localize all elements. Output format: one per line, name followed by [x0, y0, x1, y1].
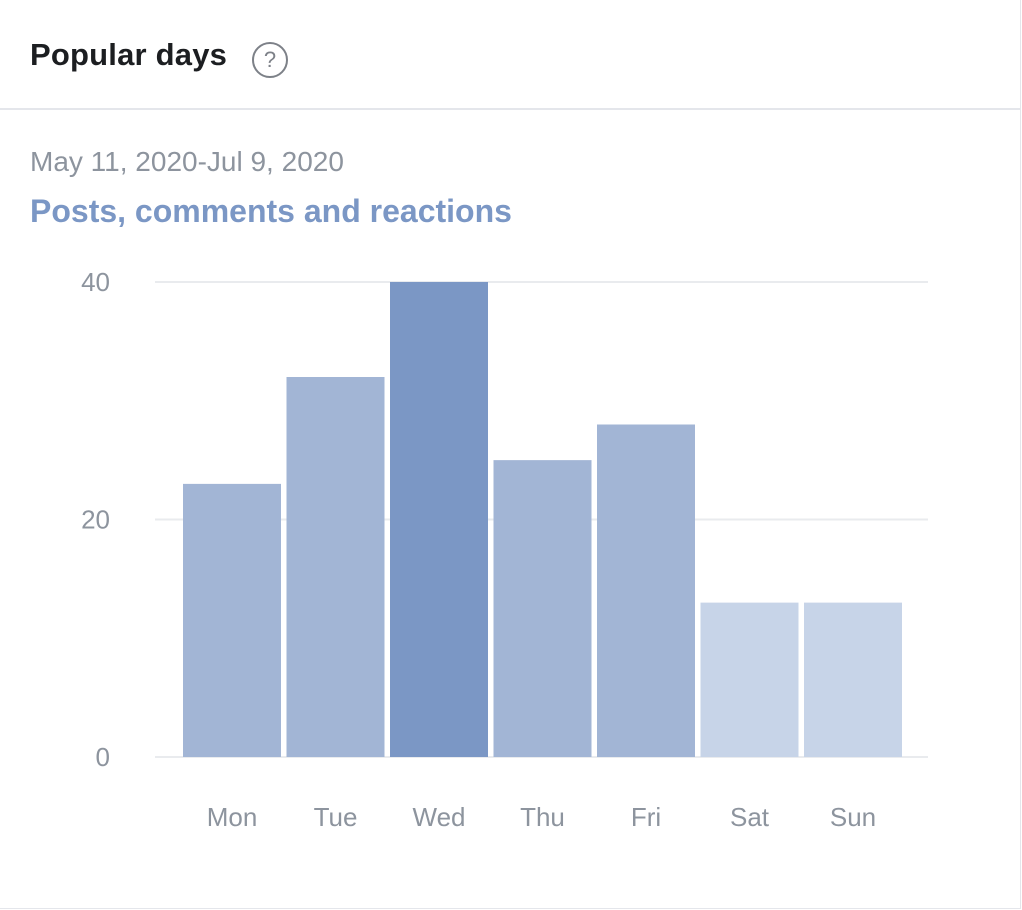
bar-sun[interactable] [804, 602, 902, 757]
y-tick-label-20: 20 [81, 505, 110, 535]
bar-tue[interactable] [286, 377, 385, 757]
x-category-label-mon: Mon [207, 802, 258, 832]
metric-label: Posts, comments and reactions [30, 193, 512, 229]
question-circle-icon[interactable]: ? [252, 42, 288, 78]
x-category-label-wed: Wed [413, 802, 466, 832]
card-header: Popular days ? [0, 0, 1020, 110]
bar-fri[interactable] [597, 424, 695, 758]
bars [183, 282, 902, 757]
x-category-label-sat: Sat [730, 802, 770, 832]
y-axis-tick-labels: 0 20 40 [81, 267, 110, 772]
x-category-label-fri: Fri [631, 802, 661, 832]
bar-thu[interactable] [493, 460, 592, 757]
date-range: May 11, 2020-Jul 9, 2020 [30, 146, 344, 177]
x-category-label-sun: Sun [830, 802, 876, 832]
x-axis-category-labels: Mon Tue Wed Thu Fri Sat Sun [207, 802, 876, 832]
card-title: Popular days [30, 37, 228, 72]
x-category-label-thu: Thu [520, 802, 565, 832]
bar-sat[interactable] [700, 602, 799, 757]
x-category-label-tue: Tue [314, 802, 358, 832]
bar-mon[interactable] [183, 483, 281, 757]
y-tick-label-0: 0 [96, 742, 110, 772]
bar-wed[interactable] [390, 282, 488, 757]
y-tick-label-40: 40 [81, 267, 110, 297]
